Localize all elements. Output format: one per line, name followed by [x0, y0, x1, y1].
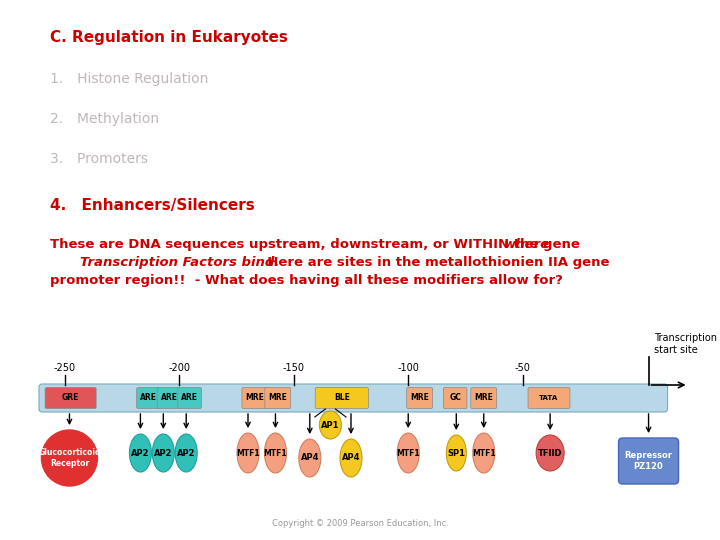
Ellipse shape — [397, 433, 419, 473]
FancyBboxPatch shape — [178, 388, 202, 408]
Text: where: where — [504, 238, 550, 251]
Text: MRE: MRE — [410, 394, 429, 402]
Ellipse shape — [299, 439, 321, 477]
FancyBboxPatch shape — [137, 388, 161, 408]
FancyBboxPatch shape — [45, 388, 96, 408]
Text: AP4: AP4 — [342, 454, 360, 462]
Text: BLE: BLE — [334, 394, 350, 402]
Text: Transcription Factors bind.: Transcription Factors bind. — [80, 256, 279, 269]
Text: -200: -200 — [168, 363, 190, 373]
Ellipse shape — [446, 435, 467, 471]
FancyBboxPatch shape — [242, 388, 268, 408]
Text: Glucocorticoid
Receptor: Glucocorticoid Receptor — [38, 448, 101, 468]
Text: MTF1: MTF1 — [236, 449, 260, 457]
Text: MTF1: MTF1 — [264, 449, 287, 457]
Text: Copyright © 2009 Pearson Education, Inc.: Copyright © 2009 Pearson Education, Inc. — [271, 519, 449, 528]
Text: Transcription
start site: Transcription start site — [654, 333, 716, 355]
Text: MRE: MRE — [474, 394, 493, 402]
Text: These are DNA sequences upstream, downstream, or WITHIN the gene: These are DNA sequences upstream, downst… — [50, 238, 585, 251]
Text: GC: GC — [449, 394, 461, 402]
FancyBboxPatch shape — [618, 438, 678, 484]
FancyBboxPatch shape — [471, 388, 497, 408]
Ellipse shape — [153, 434, 174, 472]
Text: -250: -250 — [54, 363, 76, 373]
Text: MRE: MRE — [246, 394, 264, 402]
Text: MTF1: MTF1 — [472, 449, 495, 457]
Text: ARE: ARE — [161, 394, 178, 402]
FancyBboxPatch shape — [528, 388, 570, 408]
FancyBboxPatch shape — [407, 388, 433, 408]
Text: 3. Promoters: 3. Promoters — [50, 152, 148, 166]
Text: ARE: ARE — [140, 394, 157, 402]
Circle shape — [42, 430, 97, 486]
FancyBboxPatch shape — [157, 388, 181, 408]
Ellipse shape — [536, 435, 564, 471]
FancyBboxPatch shape — [265, 388, 291, 408]
Text: TFIID: TFIID — [538, 449, 562, 457]
FancyBboxPatch shape — [39, 384, 667, 412]
Text: 1. Histone Regulation: 1. Histone Regulation — [50, 72, 208, 86]
Text: C. Regulation in Eukaryotes: C. Regulation in Eukaryotes — [50, 30, 288, 45]
Text: MRE: MRE — [269, 394, 287, 402]
Text: 4. Enhancers/Silencers: 4. Enhancers/Silencers — [50, 198, 255, 213]
Text: SP1: SP1 — [447, 449, 465, 457]
Text: AP2: AP2 — [131, 449, 150, 457]
Text: promoter region!!  - What does having all these modifiers allow for?: promoter region!! - What does having all… — [50, 274, 563, 287]
Ellipse shape — [237, 433, 259, 473]
Text: -100: -100 — [397, 363, 419, 373]
Text: MTF1: MTF1 — [397, 449, 420, 457]
Text: -50: -50 — [515, 363, 531, 373]
FancyBboxPatch shape — [315, 388, 369, 408]
Ellipse shape — [175, 434, 197, 472]
Ellipse shape — [473, 433, 495, 473]
Text: AP1: AP1 — [321, 421, 340, 429]
Ellipse shape — [264, 433, 287, 473]
Text: AP2: AP2 — [177, 449, 195, 457]
Ellipse shape — [340, 439, 362, 477]
Text: AP4: AP4 — [300, 454, 319, 462]
Text: AP2: AP2 — [154, 449, 173, 457]
FancyBboxPatch shape — [444, 388, 467, 408]
Text: 2. Methylation: 2. Methylation — [50, 112, 159, 126]
Text: -150: -150 — [283, 363, 305, 373]
Text: Repressor
PZ120: Repressor PZ120 — [624, 451, 672, 471]
Ellipse shape — [320, 411, 341, 439]
Text: Here are sites in the metallothionien IIA gene: Here are sites in the metallothionien II… — [258, 256, 610, 269]
Ellipse shape — [130, 434, 151, 472]
Text: GRE: GRE — [62, 394, 79, 402]
Text: TATA: TATA — [539, 395, 559, 401]
Text: ARE: ARE — [181, 394, 198, 402]
